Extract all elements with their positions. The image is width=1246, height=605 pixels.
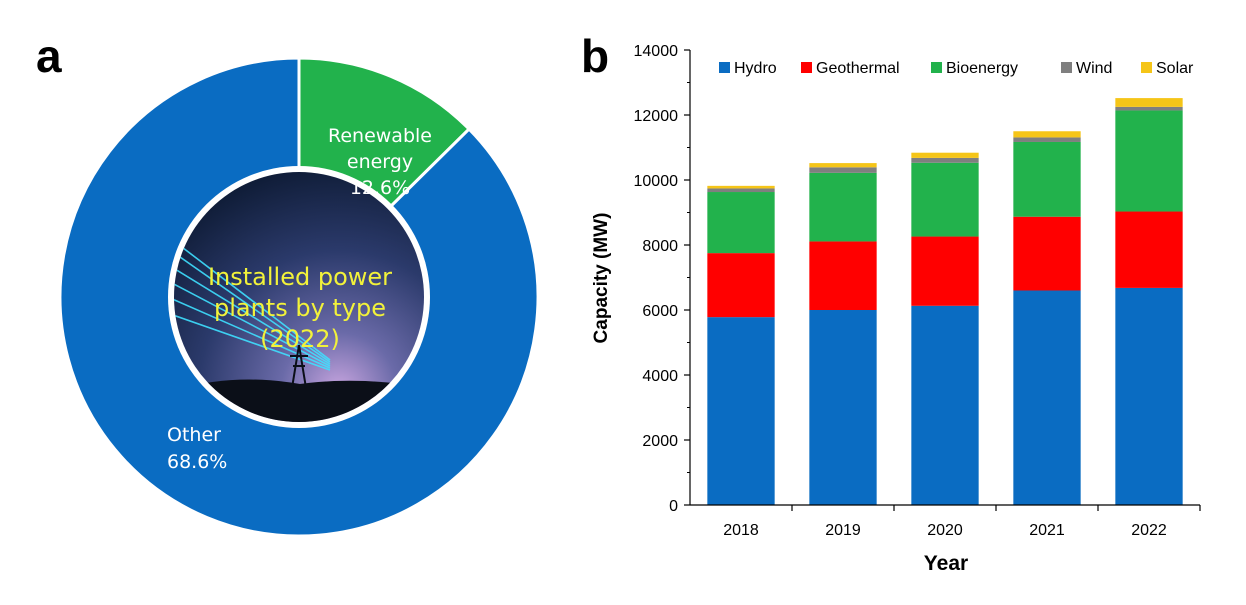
y-tick-label: 12000 <box>634 108 679 125</box>
bar-solar-2020 <box>911 152 979 158</box>
bar-group-2022 <box>1115 98 1183 505</box>
y-tick-label: 0 <box>669 498 678 515</box>
y-axis-ticks: 0 2000 4000 6000 8000 10000 12000 14000 <box>634 43 690 515</box>
center-title: Installed power plants by type (2022) <box>208 263 392 353</box>
bar-wind-2021 <box>1013 137 1081 142</box>
x-tick-label: 2022 <box>1131 522 1167 539</box>
bar-geothermal-2020 <box>911 236 979 306</box>
x-axis-title: Year <box>924 552 968 575</box>
power-lines <box>174 237 331 371</box>
legend-label: Bioenergy <box>946 60 1018 77</box>
bar-group-2021 <box>1013 131 1081 505</box>
legend-item-bioenergy: Bioenergy <box>931 60 1018 77</box>
bar-bioenergy-2018 <box>707 192 775 254</box>
bar-solar-2021 <box>1013 131 1081 138</box>
bar-bioenergy-2022 <box>1115 110 1183 212</box>
bar-geothermal-2018 <box>707 253 775 318</box>
legend-swatch <box>801 62 812 73</box>
bar-wind-2019 <box>809 167 877 173</box>
other-name: Other <box>167 424 221 446</box>
bar-bioenergy-2019 <box>809 172 877 242</box>
bar-geothermal-2021 <box>1013 216 1081 291</box>
bars <box>707 98 1183 505</box>
legend-swatch <box>719 62 730 73</box>
bar-geothermal-2019 <box>809 241 877 310</box>
renewable-name-line-1: Renewable <box>328 125 432 147</box>
x-tick-label: 2018 <box>723 522 759 539</box>
x-tick-label: 2019 <box>825 522 861 539</box>
center-title-line-3: (2022) <box>260 325 340 353</box>
x-tick-label: 2021 <box>1029 522 1065 539</box>
renewable-name-line-2: energy <box>347 151 413 173</box>
panel-a-label: a <box>36 30 62 82</box>
y-tick-label: 6000 <box>642 303 678 320</box>
donut-chart: Installed power plants by type (2022) Re… <box>58 56 540 538</box>
bar-group-2019 <box>809 163 877 505</box>
bar-wind-2020 <box>911 157 979 163</box>
y-tick-label: 2000 <box>642 433 678 450</box>
bar-solar-2018 <box>707 185 775 189</box>
bar-group-2020 <box>911 152 979 505</box>
x-tick-label: 2020 <box>927 522 963 539</box>
legend-label: Geothermal <box>816 60 900 77</box>
bar-geothermal-2022 <box>1115 211 1183 288</box>
panel-b-label: b <box>581 30 609 82</box>
legend-label: Wind <box>1076 60 1112 77</box>
legend-item-solar: Solar <box>1141 60 1194 77</box>
y-tick-label: 14000 <box>634 43 679 60</box>
x-axis-ticks: 2018 2019 2020 2021 2022 <box>723 505 1201 539</box>
bar-bioenergy-2021 <box>1013 141 1081 217</box>
pylon <box>290 344 308 389</box>
bar-hydro-2021 <box>1013 290 1081 505</box>
center-title-line-2: plants by type <box>214 294 386 322</box>
bar-solar-2022 <box>1115 98 1183 107</box>
legend-swatch <box>931 62 942 73</box>
y-axis-title: Capacity (MW) <box>591 213 612 344</box>
legend-swatch <box>1061 62 1072 73</box>
legend-item-geothermal: Geothermal <box>801 60 900 77</box>
bar-hydro-2018 <box>707 317 775 505</box>
center-title-line-1: Installed power <box>208 263 392 291</box>
other-percent: 68.6% <box>167 451 227 473</box>
bar-group-2018 <box>707 185 775 505</box>
bar-bioenergy-2020 <box>911 162 979 237</box>
legend-swatch <box>1141 62 1152 73</box>
renewable-percent: 12.6% <box>350 177 410 199</box>
bar-hydro-2020 <box>911 305 979 505</box>
legend: Hydro Geothermal Bioenergy Wind Solar <box>719 60 1194 77</box>
bar-hydro-2022 <box>1115 287 1183 505</box>
bar-wind-2018 <box>707 188 775 193</box>
legend-label: Hydro <box>734 60 777 77</box>
legend-item-wind: Wind <box>1061 60 1112 77</box>
y-tick-label: 10000 <box>634 173 679 190</box>
bar-hydro-2019 <box>809 310 877 505</box>
y-tick-label: 4000 <box>642 368 678 385</box>
legend-item-hydro: Hydro <box>719 60 777 77</box>
legend-label: Solar <box>1156 60 1194 77</box>
bar-wind-2022 <box>1115 106 1183 111</box>
bar-solar-2019 <box>809 163 877 168</box>
y-tick-label: 8000 <box>642 238 678 255</box>
